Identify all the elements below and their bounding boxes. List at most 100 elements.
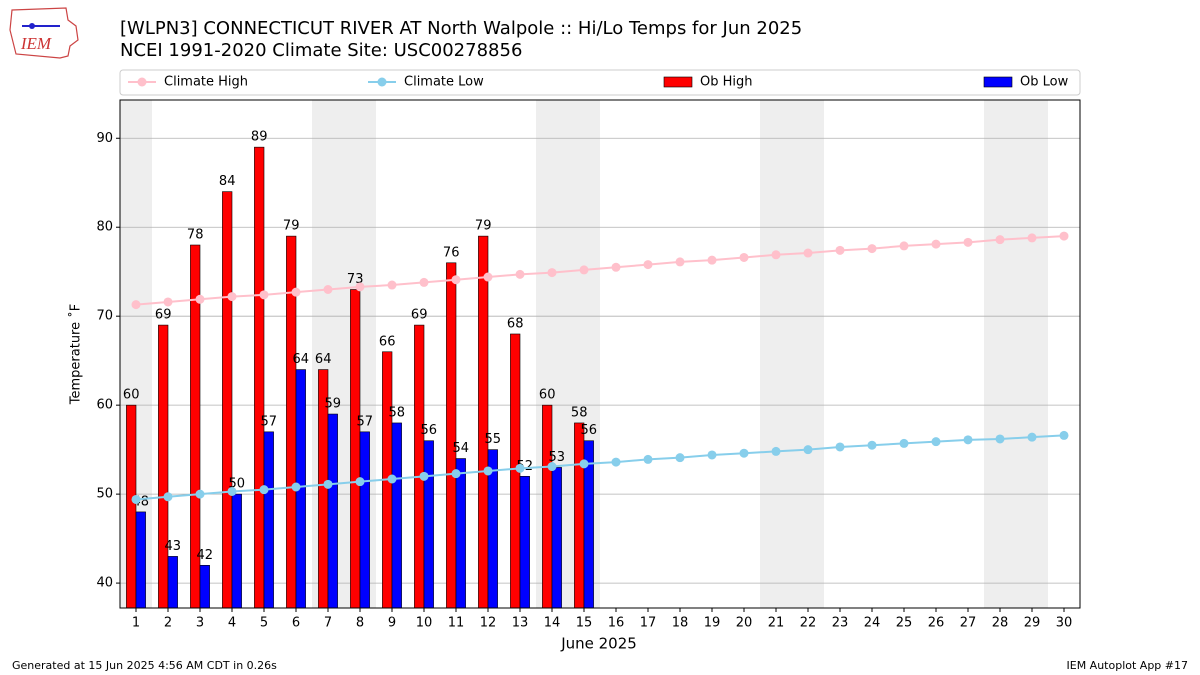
data-label: 69: [155, 308, 172, 323]
point: [483, 272, 493, 282]
y-tick-label: 50: [96, 487, 113, 502]
x-tick-label: 29: [1024, 616, 1041, 631]
data-label: 57: [261, 414, 278, 429]
data-label: 54: [453, 441, 470, 456]
bar: [359, 431, 370, 609]
footer-left: Generated at 15 Jun 2025 4:56 AM CDT in …: [12, 659, 277, 672]
point: [867, 440, 877, 450]
point: [675, 257, 685, 267]
point: [227, 292, 237, 302]
data-label: 59: [325, 397, 342, 412]
y-tick-label: 70: [96, 309, 113, 324]
x-tick-label: 11: [448, 616, 465, 631]
line: [135, 235, 1065, 306]
point: [259, 290, 269, 300]
x-tick-label: 18: [672, 616, 689, 631]
point: [1059, 231, 1069, 241]
y-axis-label: Temperature ˚F: [68, 304, 84, 405]
data-label: 58: [571, 405, 588, 420]
point: [323, 284, 333, 294]
point: [131, 494, 141, 504]
point: [835, 245, 845, 255]
point: [931, 239, 941, 249]
legend-box: [119, 69, 1081, 96]
x-tick-label: 23: [832, 616, 849, 631]
point: [931, 437, 941, 447]
bar: [167, 556, 178, 609]
bar: [327, 413, 338, 609]
bar: [158, 324, 169, 609]
legend-swatch: [377, 77, 387, 87]
x-tick-label: 28: [992, 616, 1009, 631]
legend-swatch: [663, 76, 693, 88]
chart-subtitle: NCEI 1991-2020 Climate Site: USC00278856: [120, 40, 522, 61]
y-tick-label: 40: [96, 576, 113, 591]
x-tick-label: 9: [388, 616, 396, 631]
bar: [519, 476, 530, 609]
legend-label: Climate Low: [404, 75, 484, 90]
point: [387, 474, 397, 484]
y-tick-label: 60: [96, 398, 113, 413]
data-label: 55: [485, 432, 502, 447]
data-label: 76: [443, 245, 460, 260]
logo-text: IEM: [20, 34, 52, 53]
weekend-shade: [1016, 100, 1048, 608]
point: [547, 268, 557, 278]
bar: [574, 422, 585, 609]
x-tick-label: 25: [896, 616, 913, 631]
bar: [350, 289, 361, 609]
data-label: 68: [507, 316, 524, 331]
bar: [222, 191, 233, 609]
point: [323, 479, 333, 489]
point: [515, 463, 525, 473]
data-label: 56: [421, 423, 438, 438]
point: [643, 454, 653, 464]
data-label: 60: [539, 388, 556, 403]
x-tick-label: 6: [292, 616, 300, 631]
point: [643, 260, 653, 270]
point: [547, 462, 557, 472]
data-label: 42: [197, 548, 214, 563]
data-label: 53: [549, 450, 566, 465]
x-tick-label: 26: [928, 616, 945, 631]
point: [419, 277, 429, 287]
point: [579, 265, 589, 275]
point: [803, 248, 813, 258]
bar: [231, 493, 242, 609]
point: [675, 453, 685, 463]
line: [135, 434, 1065, 501]
x-tick-label: 12: [480, 616, 497, 631]
point: [163, 297, 173, 307]
bar: [542, 404, 553, 609]
x-tick-label: 16: [608, 616, 625, 631]
point: [803, 445, 813, 455]
point: [195, 489, 205, 499]
point: [611, 262, 621, 272]
point: [995, 235, 1005, 245]
point: [707, 255, 717, 265]
point: [771, 446, 781, 456]
legend-label: Ob Low: [1020, 75, 1069, 90]
legend-label: Climate High: [164, 75, 248, 90]
bar: [478, 235, 489, 609]
x-tick-label: 22: [800, 616, 817, 631]
point: [451, 275, 461, 285]
bar: [199, 564, 210, 609]
x-tick-label: 14: [544, 616, 561, 631]
x-tick-label: 3: [196, 616, 204, 631]
x-tick-label: 13: [512, 616, 529, 631]
point: [291, 482, 301, 492]
x-tick-label: 10: [416, 616, 433, 631]
x-tick-label: 4: [228, 616, 236, 631]
point: [195, 294, 205, 304]
data-label: 79: [283, 219, 300, 234]
point: [259, 485, 269, 495]
data-label: 79: [475, 219, 492, 234]
x-tick-label: 2: [164, 616, 172, 631]
point: [579, 459, 589, 469]
x-tick-label: 30: [1056, 616, 1073, 631]
logo: IEM: [9, 7, 79, 59]
point: [451, 469, 461, 479]
x-tick-label: 17: [640, 616, 657, 631]
